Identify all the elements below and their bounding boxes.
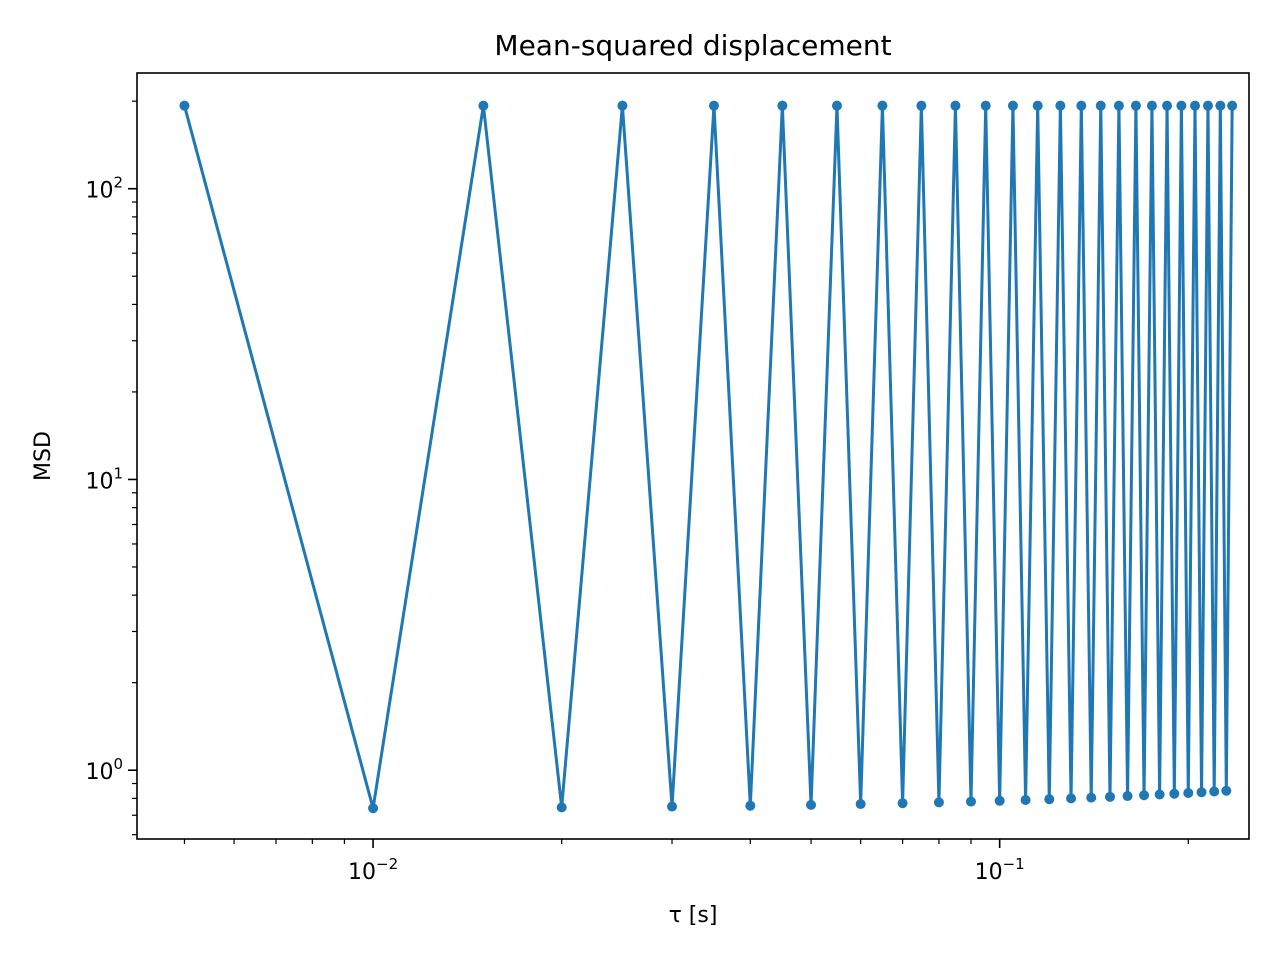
data-point bbox=[777, 100, 788, 111]
x-axis-label: τ [s] bbox=[669, 903, 718, 928]
data-point bbox=[1055, 100, 1066, 111]
y-tick-label: 100 bbox=[85, 755, 123, 785]
data-point bbox=[1032, 100, 1043, 111]
data-point bbox=[916, 100, 927, 111]
data-point bbox=[994, 795, 1005, 806]
data-point bbox=[980, 100, 991, 111]
y-tick-label: 101 bbox=[85, 464, 123, 494]
data-point bbox=[806, 799, 817, 810]
data-point bbox=[745, 800, 756, 811]
x-tick-label: 10−2 bbox=[348, 855, 398, 885]
data-point bbox=[1104, 791, 1115, 802]
data-point bbox=[368, 803, 379, 814]
data-point bbox=[1139, 790, 1150, 801]
data-point bbox=[667, 801, 678, 812]
data-point bbox=[1169, 788, 1180, 799]
data-point bbox=[1076, 100, 1087, 111]
data-point bbox=[897, 798, 908, 809]
data-point bbox=[950, 100, 961, 111]
data-point bbox=[1095, 100, 1106, 111]
data-point bbox=[1154, 789, 1165, 800]
data-point bbox=[855, 799, 866, 810]
data-point bbox=[877, 100, 888, 111]
data-point bbox=[965, 796, 976, 807]
data-point bbox=[831, 100, 842, 111]
data-point bbox=[1066, 793, 1077, 804]
data-point bbox=[1227, 100, 1238, 111]
data-point bbox=[708, 100, 719, 111]
axes-frame bbox=[136, 72, 1250, 840]
data-point bbox=[1190, 100, 1200, 111]
data-point bbox=[1146, 100, 1157, 111]
data-point bbox=[1130, 100, 1141, 111]
data-point bbox=[478, 100, 489, 111]
axis-ticks: 10−2 10−1 100 101 102 bbox=[85, 100, 1189, 885]
chart-title: Mean-squared displacement bbox=[494, 29, 891, 62]
data-point bbox=[1202, 100, 1213, 111]
data-point bbox=[1122, 791, 1133, 802]
x-tick-label: 10−1 bbox=[975, 855, 1025, 885]
data-point bbox=[1113, 100, 1124, 111]
data-point bbox=[1183, 787, 1194, 798]
data-point bbox=[1020, 794, 1031, 805]
msd-series bbox=[179, 100, 1238, 814]
data-point bbox=[1007, 100, 1018, 111]
y-tick-label: 102 bbox=[85, 174, 123, 204]
data-point bbox=[1215, 100, 1226, 111]
data-point bbox=[933, 797, 944, 808]
data-point bbox=[556, 802, 567, 813]
data-point bbox=[1086, 792, 1097, 803]
data-point bbox=[1176, 100, 1187, 111]
data-point bbox=[617, 100, 628, 111]
data-point bbox=[179, 100, 190, 111]
data-point bbox=[1209, 786, 1220, 797]
data-point bbox=[1221, 785, 1232, 796]
data-point bbox=[1162, 100, 1173, 111]
y-axis-label: MSD bbox=[31, 431, 56, 481]
data-point bbox=[1044, 794, 1055, 805]
data-point bbox=[1196, 787, 1207, 798]
